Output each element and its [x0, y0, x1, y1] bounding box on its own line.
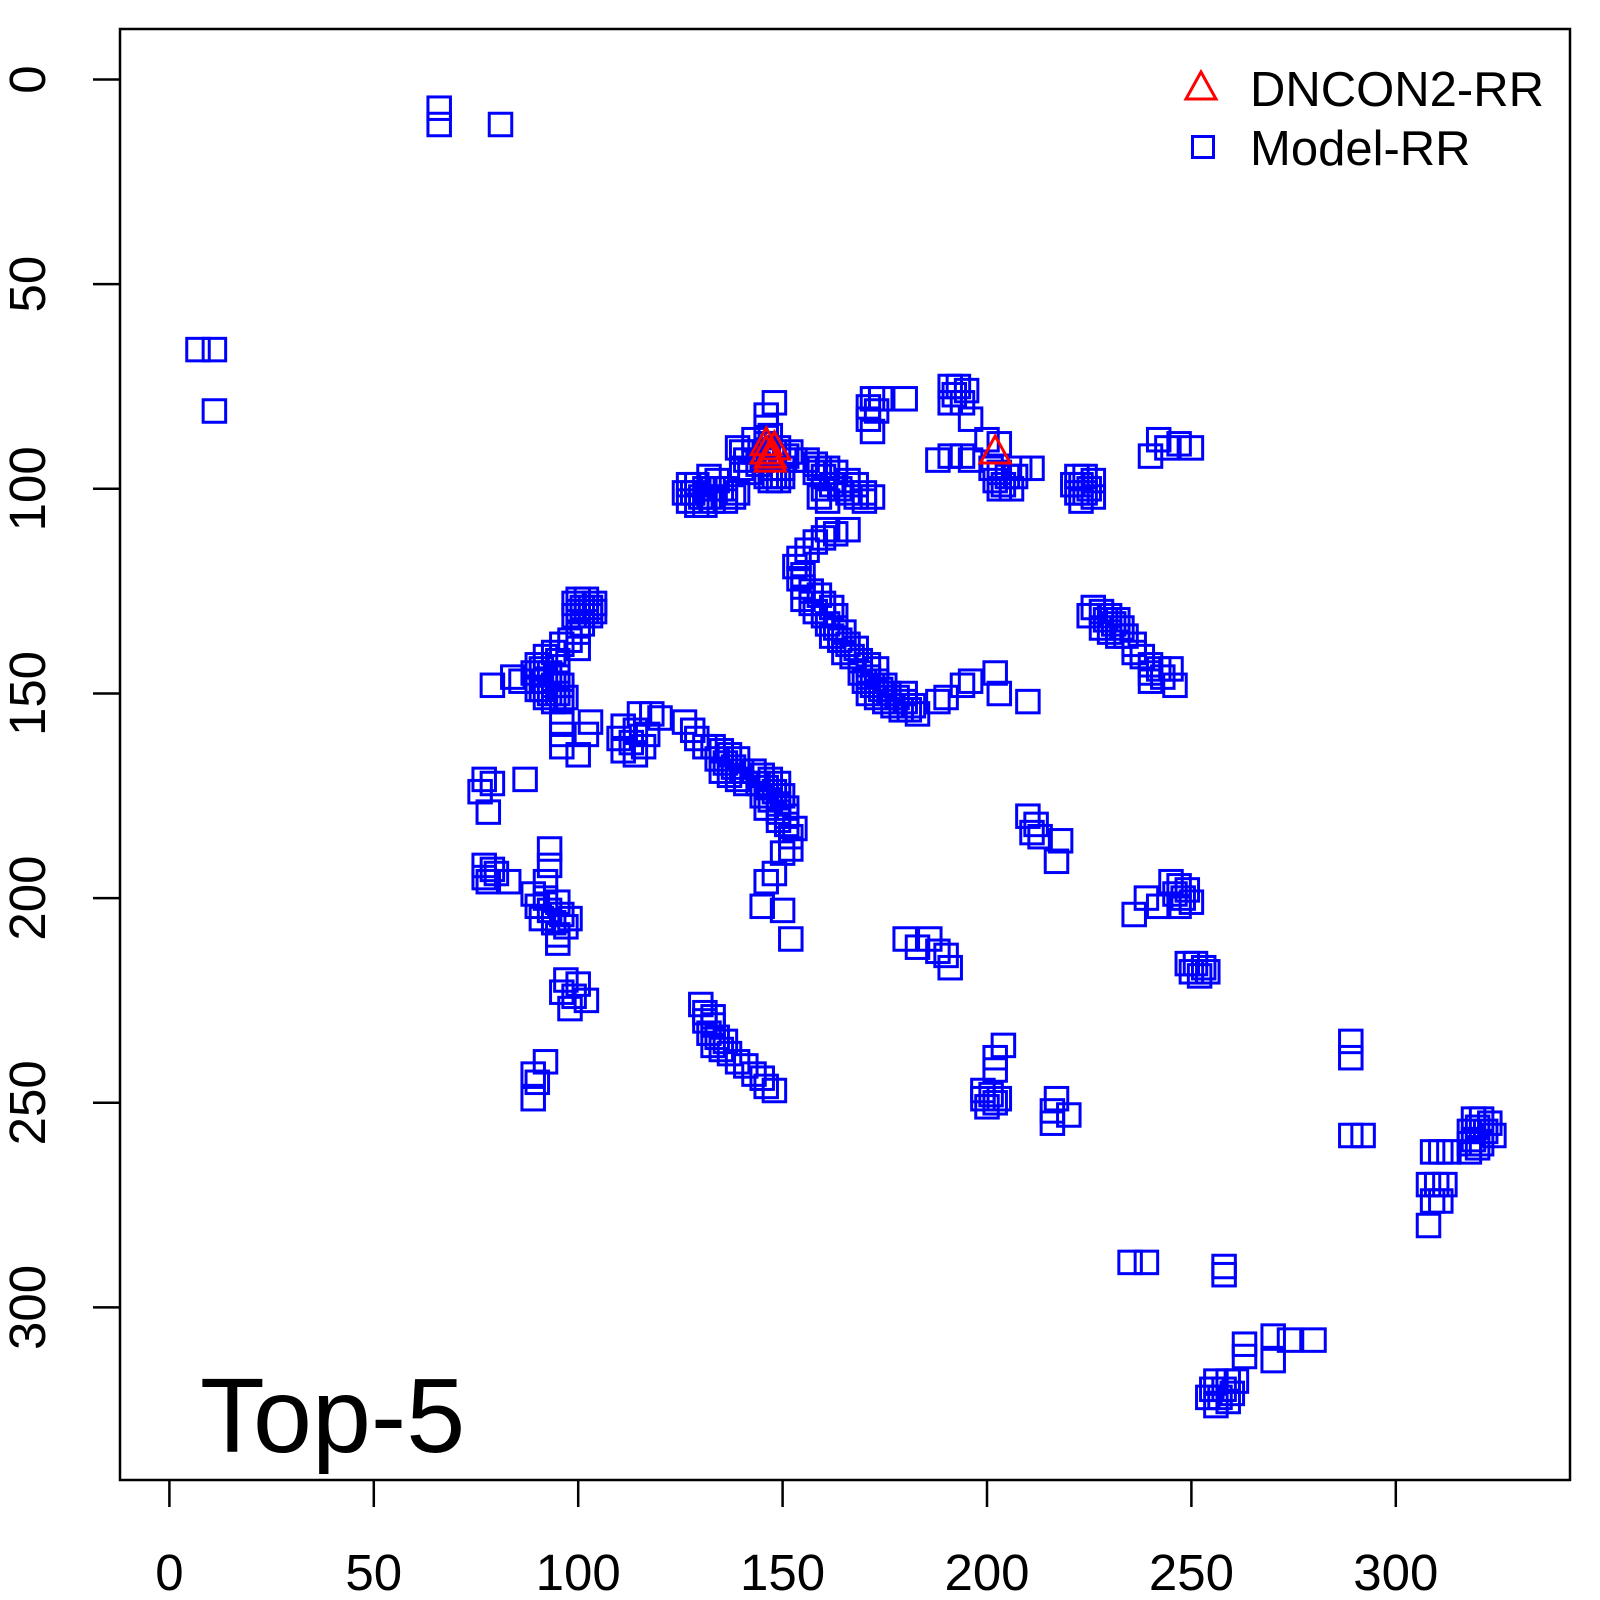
svg-text:DNCON2-RR: DNCON2-RR [1250, 63, 1544, 117]
svg-text:300: 300 [0, 1265, 56, 1350]
svg-text:Model-RR: Model-RR [1250, 122, 1471, 176]
svg-text:50: 50 [0, 256, 56, 313]
svg-text:100: 100 [0, 446, 56, 531]
svg-text:0: 0 [0, 65, 56, 93]
svg-text:200: 200 [944, 1544, 1029, 1600]
svg-text:250: 250 [1149, 1544, 1234, 1600]
svg-text:150: 150 [740, 1544, 825, 1600]
svg-text:100: 100 [536, 1544, 621, 1600]
svg-text:300: 300 [1353, 1544, 1438, 1600]
svg-text:200: 200 [0, 856, 56, 941]
svg-text:Top-5: Top-5 [200, 1357, 465, 1475]
svg-text:0: 0 [155, 1544, 183, 1600]
svg-text:150: 150 [0, 651, 56, 736]
svg-text:250: 250 [0, 1060, 56, 1145]
svg-text:50: 50 [345, 1544, 402, 1600]
